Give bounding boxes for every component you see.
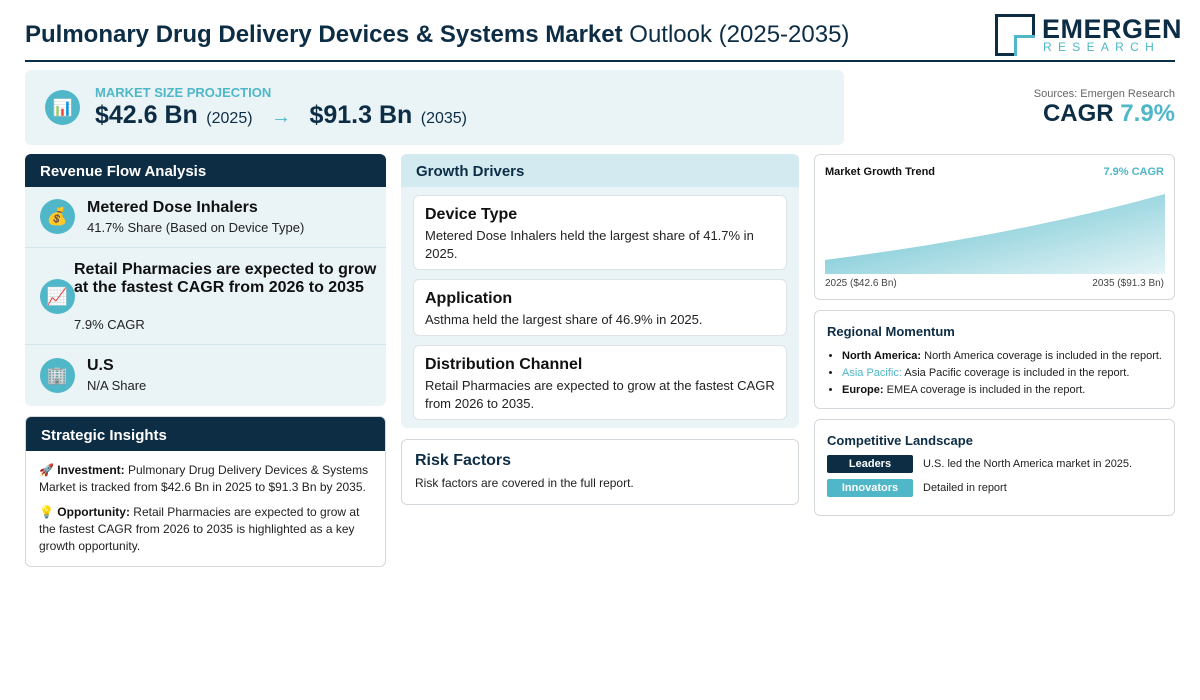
trend-area-chart (825, 194, 1165, 274)
page-title: Pulmonary Drug Delivery Devices & System… (25, 21, 849, 49)
region-item: Asia Pacific: Asia Pacific coverage is i… (842, 365, 1172, 382)
chart-increasing-icon: 📈 (40, 279, 75, 314)
revenue-item-sub: N/A Share (87, 378, 147, 393)
innovators-text: Detailed in report (923, 482, 1007, 494)
cagr-value: 7.9% (1120, 100, 1175, 127)
growth-drivers-panel: Growth Drivers Device Type Metered Dose … (401, 154, 799, 428)
revenue-item-title: U.S (87, 357, 114, 374)
bar-chart-icon: 📊 (45, 90, 80, 125)
trend-area (825, 194, 1165, 274)
start-year: (2025) (206, 110, 253, 127)
revenue-item: 📈 Retail Pharmacies are expected to grow… (25, 247, 386, 344)
office-building-icon: 🏢 (40, 358, 75, 393)
revenue-item-sub: 41.7% Share (Based on Device Type) (87, 220, 305, 235)
start-value: $42.6 Bn (95, 101, 198, 129)
region-label: North America: (842, 350, 922, 362)
strategic-insights-panel: Strategic Insights 🚀 Investment: Pulmona… (25, 416, 386, 567)
revenue-item: 🏢 U.S N/A Share (25, 344, 386, 406)
money-bag-icon: 💰 (40, 199, 75, 234)
region-item: North America: North America coverage is… (842, 348, 1172, 365)
revenue-item-sub: 7.9% CAGR (74, 317, 145, 332)
revenue-item: 💰 Metered Dose Inhalers 41.7% Share (Bas… (25, 187, 386, 247)
page-header: Pulmonary Drug Delivery Devices & System… (25, 12, 1182, 62)
trend-title: Market Growth Trend (825, 166, 936, 178)
regional-heading: Regional Momentum (827, 324, 955, 339)
market-growth-trend-panel: Market Growth Trend 7.9% CAGR 2025 ($42.… (814, 154, 1175, 300)
projection-label: MARKET SIZE PROJECTION (95, 85, 272, 100)
regional-momentum-panel: Regional Momentum North America: North A… (814, 310, 1175, 409)
end-year: (2035) (420, 110, 467, 127)
driver-title: Distribution Channel (425, 356, 583, 373)
title-bold: Pulmonary Drug Delivery Devices & System… (25, 21, 623, 48)
emergen-logo: EMERGEN RESEARCH (995, 14, 1182, 56)
risk-title: Risk Factors (415, 452, 512, 469)
cagr-headline: CAGR 7.9% (1043, 100, 1175, 128)
region-text: EMEA coverage is included in the report. (886, 384, 1086, 396)
market-size-projection: 📊 MARKET SIZE PROJECTION $42.6 Bn (2025)… (25, 70, 844, 145)
title-rest: Outlook (2025-2035) (629, 21, 850, 48)
rocket-icon: 🚀 (39, 463, 54, 477)
risk-factors-panel: Risk Factors Risk factors are covered in… (401, 439, 799, 505)
regional-list: North America: North America coverage is… (842, 348, 1172, 399)
driver-text: Retail Pharmacies are expected to grow a… (425, 378, 775, 411)
growth-drivers-heading: Growth Drivers (401, 154, 799, 187)
driver-card: Application Asthma held the largest shar… (413, 279, 787, 336)
insight-opportunity: 💡 Opportunity: Retail Pharmacies are exp… (39, 504, 374, 555)
logo-name: EMERGEN (1042, 14, 1183, 44)
innovators-badge: Innovators (827, 479, 913, 497)
risk-text: Risk factors are covered in the full rep… (415, 476, 634, 490)
driver-title: Application (425, 290, 513, 307)
cagr-label: CAGR (1042, 100, 1114, 127)
revenue-flow-heading: Revenue Flow Analysis (25, 154, 386, 187)
insight-investment: 🚀 Investment: Pulmonary Drug Delivery De… (39, 462, 374, 496)
sources-note: Sources: Emergen Research (1033, 88, 1175, 100)
trend-x-end: 2035 ($91.3 Bn) (1092, 278, 1164, 289)
trend-x-start: 2025 ($42.6 Bn) (825, 278, 897, 289)
revenue-item-title: Metered Dose Inhalers (87, 199, 258, 216)
trend-cagr: 7.9% CAGR (1103, 166, 1164, 178)
insight-text: Retail Pharmacies are expected to grow a… (39, 505, 360, 553)
region-label: Asia Pacific: (842, 367, 902, 379)
driver-title: Device Type (425, 206, 518, 223)
strategic-insights-heading: Strategic Insights (26, 417, 385, 451)
region-text: Asia Pacific coverage is included in the… (904, 367, 1130, 379)
leaders-text: U.S. led the North America market in 202… (923, 458, 1133, 470)
logo-sub: RESEARCH (1043, 40, 1161, 54)
light-bulb-icon: 💡 (39, 505, 54, 519)
driver-text: Asthma held the largest share of 46.9% i… (425, 312, 703, 327)
arrow-right-icon: → (271, 106, 291, 128)
driver-card: Device Type Metered Dose Inhalers held t… (413, 195, 787, 270)
driver-card: Distribution Channel Retail Pharmacies a… (413, 345, 787, 420)
revenue-flow-panel: Revenue Flow Analysis 💰 Metered Dose Inh… (25, 154, 386, 406)
insight-text: Pulmonary Drug Delivery Devices & System… (39, 463, 369, 494)
region-item: Europe: EMEA coverage is included in the… (842, 382, 1172, 399)
competitive-landscape-panel: Competitive Landscape Leaders U.S. led t… (814, 419, 1175, 516)
region-label: Europe: (842, 384, 884, 396)
end-value: $91.3 Bn (309, 101, 413, 129)
projection-values: $42.6 Bn (2025) → $91.3 Bn (2035) (95, 101, 467, 130)
leaders-badge: Leaders (827, 455, 913, 473)
logo-mark-icon (995, 14, 1035, 56)
revenue-item-title: Retail Pharmacies are expected to grow a… (74, 261, 377, 296)
region-text: North America coverage is included in th… (924, 350, 1162, 362)
competitive-heading: Competitive Landscape (827, 433, 973, 448)
insight-label: Opportunity: (57, 505, 130, 519)
insight-label: Investment: (57, 463, 125, 477)
driver-text: Metered Dose Inhalers held the largest s… (425, 228, 754, 261)
